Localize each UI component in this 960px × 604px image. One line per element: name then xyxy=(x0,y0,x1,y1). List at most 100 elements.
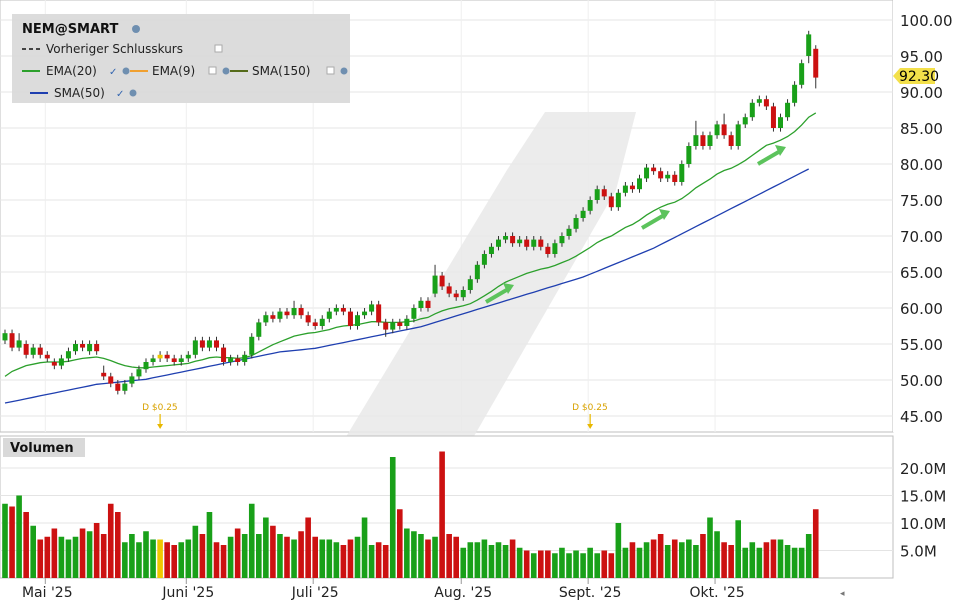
volume-bar xyxy=(305,517,311,578)
volume-bars xyxy=(2,451,819,578)
dividend-label: D $0.25 xyxy=(572,403,608,413)
settings-icon[interactable] xyxy=(222,67,230,75)
volume-bar xyxy=(30,525,36,578)
volume-tick-label: 10.0M xyxy=(900,515,946,533)
volume-bar xyxy=(389,457,396,578)
candle-body xyxy=(460,290,466,298)
candle-body xyxy=(383,322,389,330)
visibility-checkbox-icon[interactable] xyxy=(208,66,217,75)
candle-body xyxy=(101,372,107,377)
volume-bar xyxy=(375,542,382,578)
price-axis-ticks: 100.00 95.00 90.00 85.00 80.00 75.00 70.00 65.0… xyxy=(900,12,953,426)
trend-arrow xyxy=(484,286,512,304)
candle-body xyxy=(80,344,86,348)
volume-bar xyxy=(23,512,29,578)
candle-body xyxy=(192,340,198,355)
candle-body xyxy=(235,358,241,362)
candle-body xyxy=(185,354,191,359)
volume-bar xyxy=(72,536,79,578)
price-tick-label: 60.00 xyxy=(900,300,943,318)
candle-body xyxy=(376,304,382,323)
candle-body xyxy=(707,135,713,146)
settings-icon[interactable] xyxy=(132,25,140,33)
candle-body xyxy=(228,358,234,362)
check-icon[interactable]: ✓ xyxy=(116,89,124,100)
candle-body xyxy=(545,246,551,254)
visibility-checkbox-icon[interactable] xyxy=(326,66,335,75)
candle-body xyxy=(778,117,783,128)
candle-body xyxy=(418,300,424,308)
candle-body xyxy=(369,304,375,312)
volume-bar xyxy=(333,542,340,578)
candle-body xyxy=(813,48,819,78)
candle-body xyxy=(150,358,156,362)
candle-body xyxy=(404,318,410,326)
volume-bar xyxy=(664,545,671,578)
volume-bar xyxy=(509,539,516,578)
last-price-label: 92.30 xyxy=(899,69,939,85)
volume-bar xyxy=(700,534,706,578)
x-tick-label: Aug. '25 xyxy=(434,585,492,600)
volume-bar xyxy=(86,531,93,578)
volume-bar xyxy=(714,531,720,578)
check-icon[interactable]: ✓ xyxy=(109,67,117,78)
candle-body xyxy=(340,308,346,312)
last-price-tag: 92.30 xyxy=(893,68,939,85)
legend-sma50: SMA(50) xyxy=(54,86,105,100)
volume-bar xyxy=(270,525,276,578)
candles xyxy=(2,30,819,395)
candle-body xyxy=(284,311,290,316)
candle-body xyxy=(644,167,650,179)
candle-body xyxy=(73,344,78,352)
settings-icon[interactable] xyxy=(129,89,137,97)
volume-bar xyxy=(580,553,586,578)
scroll-right-icon[interactable]: ◂ xyxy=(840,589,845,599)
candle-body xyxy=(665,174,671,179)
volume-bar xyxy=(206,512,213,578)
candle-body xyxy=(488,246,494,254)
candle-body xyxy=(601,189,607,197)
candle-body xyxy=(439,275,445,287)
symbol-label: NEM@SMART xyxy=(22,22,118,37)
volume-bar xyxy=(791,547,798,578)
volume-bar xyxy=(185,539,192,578)
volume-bar xyxy=(136,542,142,578)
volume-bar xyxy=(749,542,756,578)
legend-ema20: EMA(20) xyxy=(46,64,97,78)
volume-bar xyxy=(446,534,452,578)
legend-ema9: EMA(9) xyxy=(152,64,195,78)
dividend-arrow xyxy=(587,424,594,429)
candle-body xyxy=(474,264,480,280)
volume-bar xyxy=(735,520,741,578)
candle-body xyxy=(672,174,678,182)
volume-bar xyxy=(284,536,290,578)
volume-bar xyxy=(178,542,185,578)
volume-bar xyxy=(805,534,812,578)
candle-body xyxy=(411,308,417,319)
candle-body xyxy=(615,192,621,208)
volume-bar xyxy=(100,534,107,578)
candle-body xyxy=(30,347,36,355)
trend-arrowhead xyxy=(775,145,786,156)
volume-bar xyxy=(770,539,777,578)
candle-body xyxy=(425,300,431,308)
candle-body xyxy=(735,124,741,146)
candle-body xyxy=(94,344,100,352)
candle-body xyxy=(270,315,276,319)
x-tick-label: Juli '25 xyxy=(291,585,339,600)
volume-bar xyxy=(298,531,304,578)
volume-bar xyxy=(636,547,643,578)
candle-body xyxy=(397,322,403,326)
price-tick-label: 100.00 xyxy=(900,12,953,30)
price-tick-label: 50.00 xyxy=(900,372,943,390)
volume-bar xyxy=(763,542,770,578)
visibility-checkbox-icon[interactable] xyxy=(214,44,223,53)
settings-icon[interactable] xyxy=(340,67,348,75)
volume-bar xyxy=(263,517,269,578)
x-tick-label: Juni '25 xyxy=(161,585,214,600)
volume-bar xyxy=(721,542,727,578)
legend-sma150: SMA(150) xyxy=(252,64,310,78)
volume-bar xyxy=(643,542,650,578)
candle-body xyxy=(214,340,219,348)
settings-icon[interactable] xyxy=(122,67,130,75)
